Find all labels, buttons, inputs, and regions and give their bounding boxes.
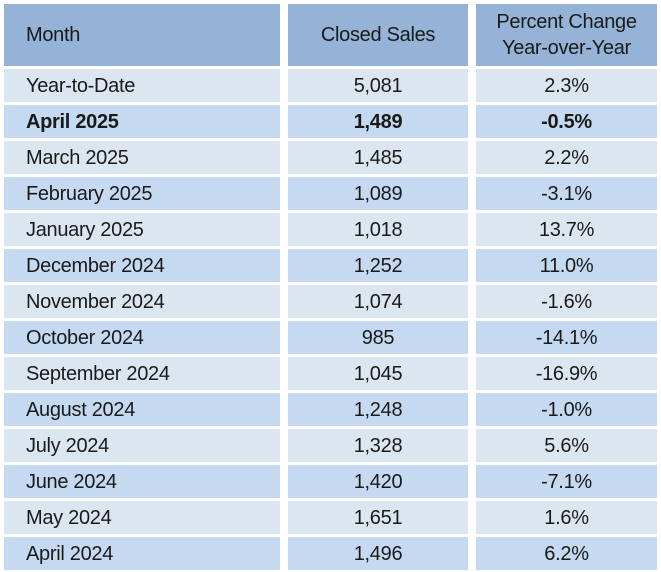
value-cell: 5,081: [288, 69, 468, 102]
value-cell: 1,420: [288, 465, 468, 498]
month-cell: August 2024: [4, 393, 280, 426]
month-cell: April 2024: [4, 537, 280, 570]
month-cell: April 2025: [4, 105, 280, 138]
value-cell: 1,651: [288, 501, 468, 534]
month-cell: January 2025: [4, 213, 280, 246]
month-cell: May 2024: [4, 501, 280, 534]
value-cell: 1,248: [288, 393, 468, 426]
value-cell: 13.7%: [476, 213, 657, 246]
value-cell: -14.1%: [476, 321, 657, 354]
header-cell: Closed Sales: [288, 4, 468, 66]
month-cell: October 2024: [4, 321, 280, 354]
value-cell: 985: [288, 321, 468, 354]
value-cell: 1,328: [288, 429, 468, 462]
value-cell: -1.6%: [476, 285, 657, 318]
value-cell: 2.2%: [476, 141, 657, 174]
value-cell: 1,089: [288, 177, 468, 210]
value-cell: -16.9%: [476, 357, 657, 390]
value-cell: 1,045: [288, 357, 468, 390]
value-cell: 2.3%: [476, 69, 657, 102]
value-cell: 6.2%: [476, 537, 657, 570]
value-cell: 5.6%: [476, 429, 657, 462]
value-cell: -3.1%: [476, 177, 657, 210]
value-cell: -7.1%: [476, 465, 657, 498]
month-cell: Year-to-Date: [4, 69, 280, 102]
header-cell: Percent Change Year-over-Year: [476, 4, 657, 66]
month-cell: December 2024: [4, 249, 280, 282]
value-cell: 1.6%: [476, 501, 657, 534]
header-cell: Month: [4, 4, 280, 66]
value-cell: 1,018: [288, 213, 468, 246]
value-cell: -1.0%: [476, 393, 657, 426]
value-cell: 1,496: [288, 537, 468, 570]
month-cell: June 2024: [4, 465, 280, 498]
month-cell: February 2025: [4, 177, 280, 210]
value-cell: 1,489: [288, 105, 468, 138]
value-cell: 11.0%: [476, 249, 657, 282]
month-cell: July 2024: [4, 429, 280, 462]
month-cell: March 2025: [4, 141, 280, 174]
value-cell: 1,252: [288, 249, 468, 282]
value-cell: 1,074: [288, 285, 468, 318]
month-cell: November 2024: [4, 285, 280, 318]
value-cell: 1,485: [288, 141, 468, 174]
month-cell: September 2024: [4, 357, 280, 390]
value-cell: -0.5%: [476, 105, 657, 138]
